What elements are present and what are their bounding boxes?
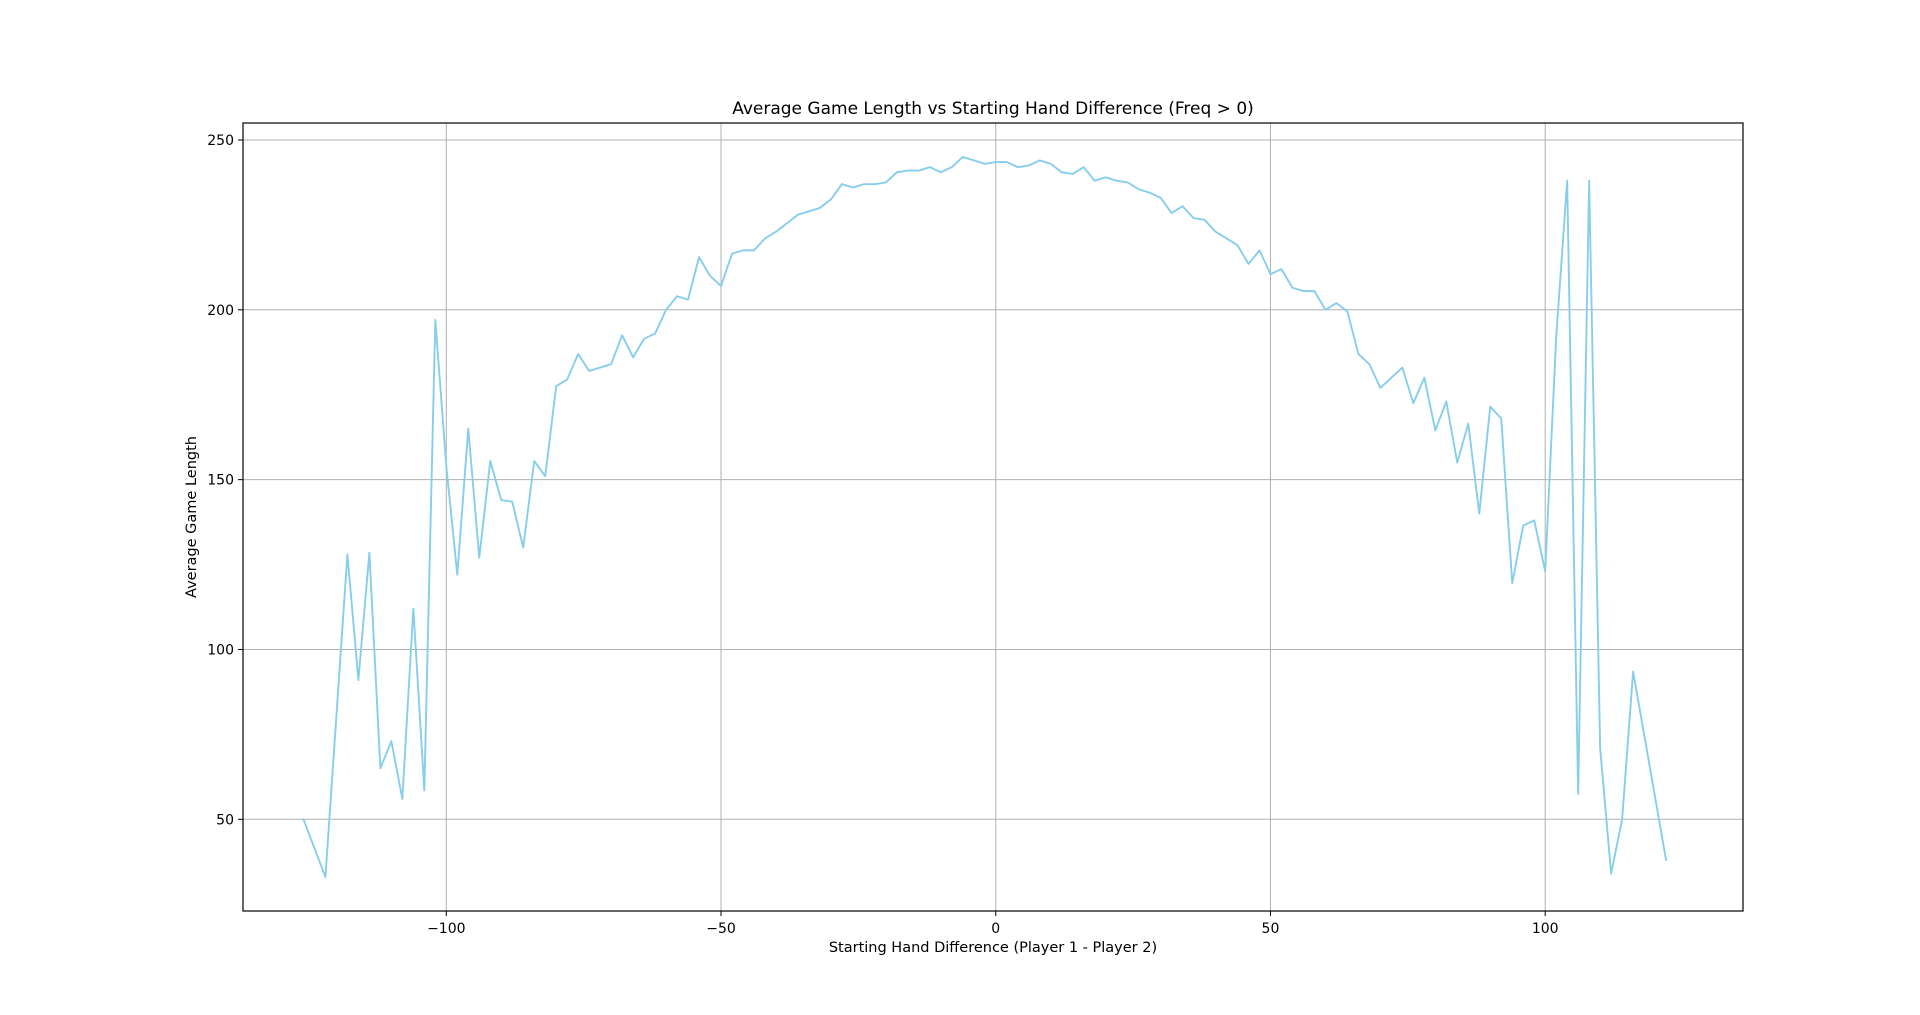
x-tick-label: −100 — [427, 921, 465, 937]
axis-ticks: −100 −50 0 50 100 50 100 150 200 250 — [207, 133, 1558, 937]
chart-title: Average Game Length vs Starting Hand Dif… — [732, 99, 1254, 119]
x-tick-label: −50 — [706, 921, 736, 937]
y-tick-label: 100 — [207, 642, 234, 658]
grid-lines — [243, 123, 1743, 911]
x-axis-label: Starting Hand Difference (Player 1 - Pla… — [829, 940, 1157, 956]
plot-frame — [242, 122, 1744, 912]
x-tick-label: 100 — [1532, 921, 1559, 937]
x-tick-label: 0 — [991, 921, 1000, 937]
y-tick-label: 50 — [216, 812, 234, 828]
series-line — [302, 156, 1668, 878]
y-tick-label: 200 — [207, 303, 234, 319]
y-axis-label: Average Game Length — [184, 436, 200, 598]
y-tick-label: 250 — [207, 133, 234, 149]
series-layer — [302, 156, 1668, 878]
x-tick-label: 50 — [1262, 921, 1280, 937]
y-tick-label: 150 — [207, 473, 234, 489]
